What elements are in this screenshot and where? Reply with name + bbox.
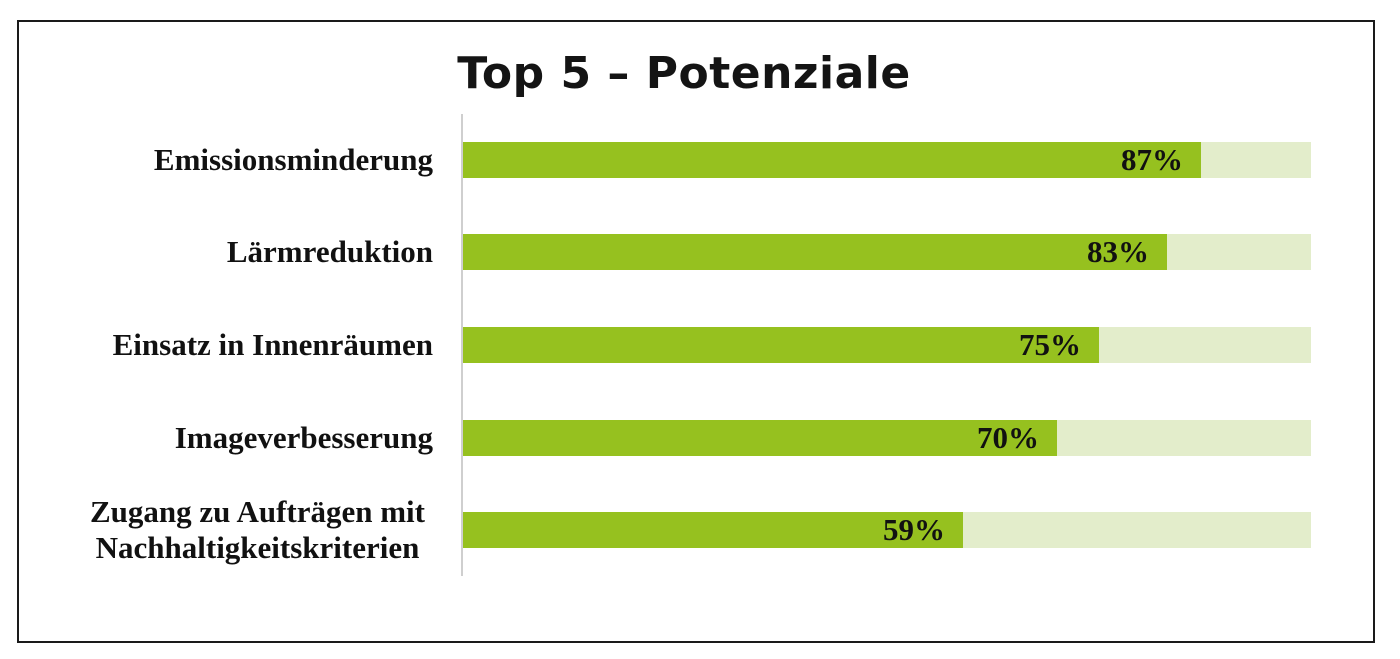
bar	[463, 142, 1201, 178]
category-label-line: Zugang zu Aufträgen mit	[90, 494, 425, 529]
chart-title: Top 5 – Potenziale	[457, 48, 911, 99]
bar	[463, 512, 963, 548]
bar-value-label: 87%	[1121, 142, 1183, 177]
bar-track: 83%	[463, 234, 1311, 270]
bar-track: 75%	[463, 327, 1311, 363]
category-label: Einsatz in Innenräumen	[113, 327, 433, 363]
category-label: Zugang zu Aufträgen mit Nachhaltigkeitskr…	[90, 494, 425, 566]
bar	[463, 327, 1099, 363]
category-label-line: Imageverbesserung	[174, 420, 433, 455]
category-label: Imageverbesserung	[175, 420, 433, 456]
category-label-line: Einsatz in Innenräumen	[112, 327, 433, 362]
category-label-line: Nachhaltigkeitskriterien	[95, 530, 420, 565]
bar-value-label: 59%	[883, 512, 945, 547]
bar-track: 59%	[463, 512, 1311, 548]
bar-track: 70%	[463, 420, 1311, 456]
category-label: Emissionsminderung	[154, 142, 433, 178]
category-label-line: Emissionsminderung	[153, 142, 433, 177]
y-axis-line	[461, 114, 463, 576]
category-label: Lärmreduktion	[227, 234, 433, 270]
category-label-line: Lärmreduktion	[226, 234, 433, 269]
bar	[463, 420, 1057, 456]
bar-value-label: 83%	[1087, 234, 1149, 269]
bar-track: 87%	[463, 142, 1311, 178]
bar-value-label: 75%	[1019, 327, 1081, 362]
bar-value-label: 70%	[977, 420, 1039, 455]
bar	[463, 234, 1167, 270]
